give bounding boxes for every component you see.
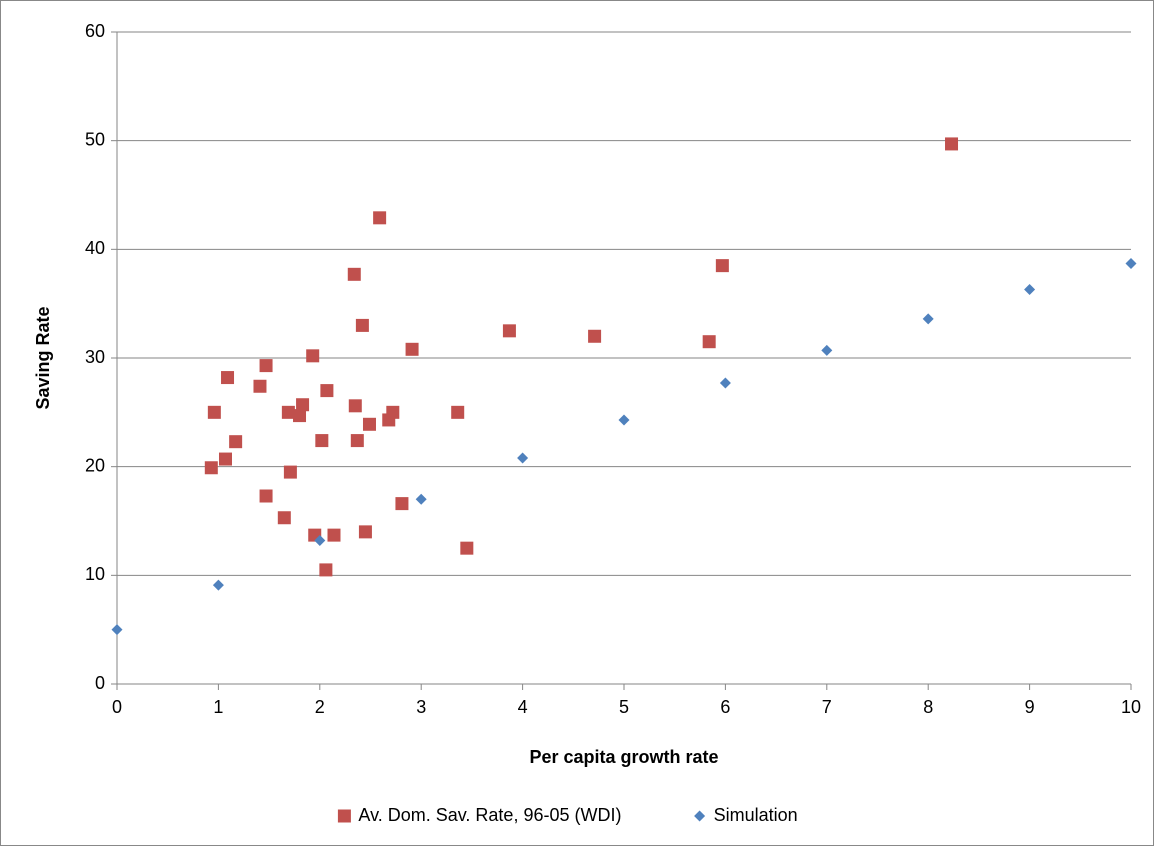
y-tick-label: 10 [85, 564, 105, 584]
legend-label: Av. Dom. Sav. Rate, 96-05 (WDI) [358, 805, 621, 825]
point [281, 405, 295, 419]
point [348, 399, 362, 413]
point [517, 452, 529, 464]
x-axis-title: Per capita growth rate [529, 747, 718, 767]
point [719, 377, 731, 389]
point [502, 324, 516, 338]
y-tick-label: 20 [85, 455, 105, 475]
point [373, 211, 387, 225]
point [253, 379, 267, 393]
point [460, 541, 474, 555]
point [218, 452, 232, 466]
point [358, 525, 372, 539]
x-tick-label: 1 [213, 697, 223, 717]
x-tick-label: 4 [518, 697, 528, 717]
point [386, 405, 400, 419]
x-tick-label: 5 [619, 697, 629, 717]
x-tick-label: 7 [822, 697, 832, 717]
point [922, 313, 934, 325]
x-tick-label: 0 [112, 697, 122, 717]
x-tick-label: 3 [416, 697, 426, 717]
point [207, 405, 221, 419]
point [320, 384, 334, 398]
point [283, 465, 297, 479]
point [221, 371, 235, 385]
x-tick-label: 2 [315, 697, 325, 717]
point [415, 493, 427, 505]
point [259, 359, 273, 373]
point [306, 349, 320, 363]
point [618, 414, 630, 426]
point [355, 318, 369, 332]
y-tick-label: 30 [85, 347, 105, 367]
point [204, 461, 218, 475]
x-tick-label: 6 [720, 697, 730, 717]
y-tick-label: 40 [85, 238, 105, 258]
point [451, 405, 465, 419]
point [347, 267, 361, 281]
x-tick-label: 9 [1025, 697, 1035, 717]
point [277, 511, 291, 525]
point [702, 335, 716, 349]
point [314, 535, 326, 547]
point [315, 434, 329, 448]
point [293, 409, 307, 423]
point [350, 434, 364, 448]
point [1024, 284, 1036, 296]
point [945, 137, 959, 151]
y-axis-title: Saving Rate [33, 306, 53, 409]
point [259, 489, 273, 503]
y-tick-label: 60 [85, 21, 105, 41]
point [715, 259, 729, 273]
point [111, 624, 123, 636]
point [229, 435, 243, 449]
point [395, 497, 409, 511]
point [362, 417, 376, 431]
point [405, 342, 419, 356]
point [327, 528, 341, 542]
point [821, 344, 833, 356]
point [212, 579, 224, 591]
legend-swatch [337, 809, 351, 823]
legend-label: Simulation [714, 805, 798, 825]
y-tick-label: 50 [85, 129, 105, 149]
x-tick-label: 8 [923, 697, 933, 717]
point [588, 329, 602, 343]
point [1125, 257, 1137, 269]
legend-swatch [694, 810, 706, 822]
x-tick-label: 10 [1121, 697, 1141, 717]
point [319, 563, 333, 577]
point [296, 398, 310, 412]
y-tick-label: 0 [95, 673, 105, 693]
